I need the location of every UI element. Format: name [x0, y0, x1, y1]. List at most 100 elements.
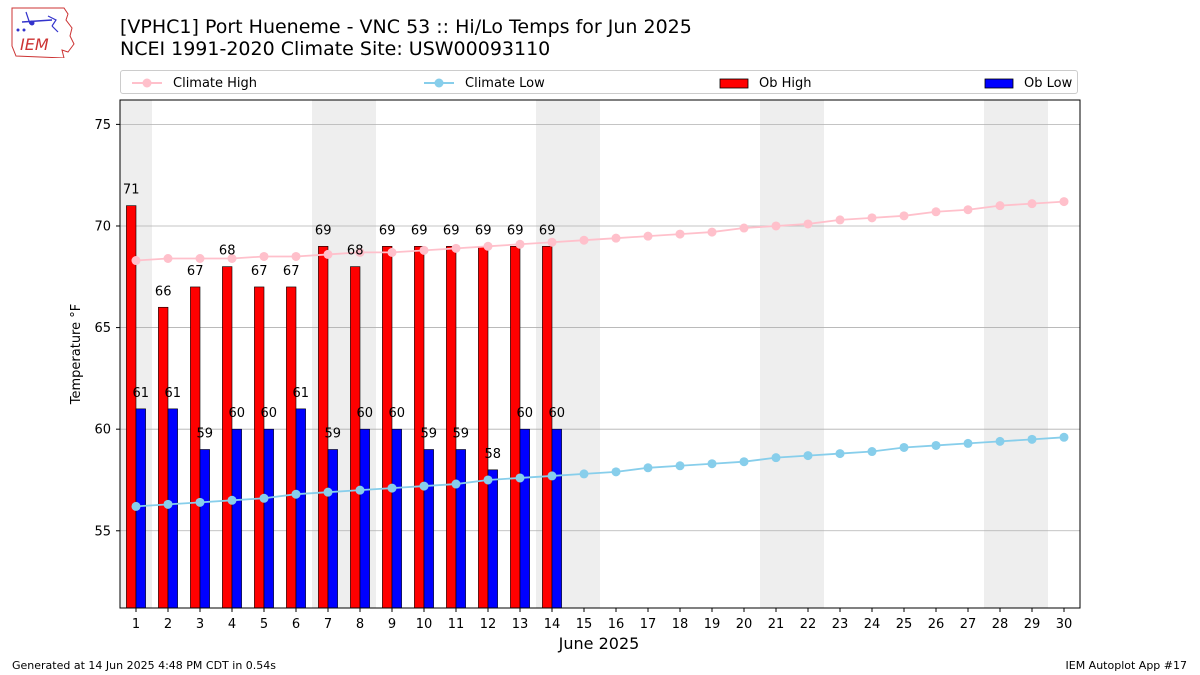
ob-high-bar-9 — [382, 246, 393, 609]
x-tick-label-18: 18 — [672, 617, 689, 632]
climate-low-point-9 — [387, 483, 397, 493]
ob-low-label-13: 60 — [517, 406, 534, 421]
ob-high-bar-5 — [254, 286, 265, 609]
legend-ob-low: Ob Low — [984, 74, 1072, 92]
x-tick-label-5: 5 — [260, 617, 268, 632]
ob-low-label-9: 60 — [389, 406, 406, 421]
climate-high-point-17 — [643, 231, 653, 241]
ob-high-label-13: 69 — [507, 223, 524, 238]
ob-high-bar-13 — [510, 246, 521, 609]
climate-low-point-30 — [1059, 432, 1069, 442]
chart-legend: Climate High Climate Low Ob High Ob Low — [120, 70, 1078, 94]
climate-low-point-8 — [355, 485, 365, 495]
weekend-shade-28 — [984, 100, 1016, 608]
ob-high-bar-3 — [190, 286, 201, 609]
ob-low-bar-9 — [391, 428, 402, 609]
climate-low-point-12 — [483, 475, 493, 485]
climate-high-point-24 — [867, 213, 877, 223]
climate-low-point-15 — [579, 469, 589, 479]
x-tick-label-9: 9 — [388, 617, 396, 632]
climate-low-point-4 — [227, 495, 237, 505]
ob-high-label-3: 67 — [187, 264, 204, 279]
climate-high-point-2 — [163, 253, 173, 263]
climate-high-point-11 — [451, 243, 461, 253]
climate-low-point-14 — [547, 471, 557, 481]
climate-high-point-26 — [931, 207, 941, 217]
climate-low-point-7 — [323, 487, 333, 497]
climate-low-point-22 — [803, 451, 813, 461]
ob-high-bar-6 — [286, 286, 297, 609]
y-tick-label-60: 60 — [94, 423, 111, 438]
x-tick-label-27: 27 — [960, 617, 977, 632]
ob-high-bar-4 — [222, 266, 233, 609]
ob-low-bar-4 — [231, 428, 242, 609]
x-tick-label-14: 14 — [544, 617, 561, 632]
climate-low-point-18 — [675, 461, 685, 471]
legend-ob-high: Ob High — [719, 74, 812, 92]
climate-high-point-5 — [259, 251, 269, 261]
ob-low-bar-14 — [551, 428, 562, 609]
climate-high-point-29 — [1027, 199, 1037, 209]
x-axis-label: June 2025 — [558, 634, 640, 653]
climate-high-point-4 — [227, 253, 237, 263]
x-tick-label-10: 10 — [416, 617, 433, 632]
climate-low-point-17 — [643, 463, 653, 473]
chart-title: [VPHC1] Port Hueneme - VNC 53 :: Hi/Lo T… — [120, 16, 692, 60]
y-tick-label-55: 55 — [94, 524, 111, 539]
climate-high-point-10 — [419, 245, 429, 255]
climate-high-point-23 — [835, 215, 845, 225]
y-axis-label: Temperature °F — [69, 304, 84, 405]
x-tick-label-24: 24 — [864, 617, 881, 632]
legend-climate-low-marker — [424, 78, 454, 88]
climate-low-point-27 — [963, 438, 973, 448]
x-tick-label-26: 26 — [928, 617, 945, 632]
climate-high-point-30 — [1059, 197, 1069, 207]
weekend-shade-22 — [792, 100, 824, 608]
y-tick-label-75: 75 — [94, 118, 111, 133]
ob-high-label-7: 69 — [315, 223, 332, 238]
ob-low-label-2: 61 — [165, 386, 182, 401]
climate-high-point-6 — [291, 251, 301, 261]
climate-low-point-2 — [163, 499, 173, 509]
footer-app: IEM Autoplot App #17 — [1065, 659, 1188, 672]
ob-low-label-5: 60 — [261, 406, 278, 421]
footer-generated: Generated at 14 Jun 2025 4:48 PM CDT in … — [12, 659, 277, 672]
ob-low-bar-3 — [199, 449, 210, 609]
climate-high-point-16 — [611, 233, 621, 243]
x-tick-label-7: 7 — [324, 617, 332, 632]
climate-low-point-24 — [867, 447, 877, 457]
ob-high-bar-8 — [350, 266, 361, 609]
ob-high-label-4: 68 — [219, 244, 236, 259]
climate-low-point-16 — [611, 467, 621, 477]
ob-low-bar-7 — [327, 449, 338, 609]
ob-high-label-6: 67 — [283, 264, 300, 279]
ob-low-label-4: 60 — [229, 406, 246, 421]
x-tick-label-25: 25 — [896, 617, 913, 632]
ob-high-label-5: 67 — [251, 264, 268, 279]
climate-low-point-21 — [771, 453, 781, 463]
ob-low-bar-8 — [359, 428, 370, 609]
x-tick-label-2: 2 — [164, 617, 172, 632]
x-tick-label-3: 3 — [196, 617, 204, 632]
ob-high-label-10: 69 — [411, 223, 428, 238]
climate-high-point-7 — [323, 249, 333, 259]
x-tick-label-28: 28 — [992, 617, 1009, 632]
ob-high-label-9: 69 — [379, 223, 396, 238]
title-line-2: NCEI 1991-2020 Climate Site: USW00093110 — [120, 38, 551, 60]
y-tick-label-70: 70 — [94, 219, 111, 234]
x-tick-label-17: 17 — [640, 617, 657, 632]
legend-ob-low-label: Ob Low — [1024, 75, 1073, 91]
climate-high-point-22 — [803, 219, 813, 229]
x-tick-label-11: 11 — [448, 617, 465, 632]
ob-high-bar-14 — [542, 246, 553, 609]
climate-low-point-3 — [195, 497, 205, 507]
legend-climate-low: Climate Low — [423, 74, 545, 92]
climate-high-line — [135, 200, 1065, 262]
ob-high-bar-12 — [478, 246, 489, 609]
x-tick-label-12: 12 — [480, 617, 497, 632]
climate-low-point-6 — [291, 489, 301, 499]
ob-low-bar-5 — [263, 428, 274, 609]
climate-low-point-13 — [515, 473, 525, 483]
climate-high-point-9 — [387, 247, 397, 257]
ob-low-label-10: 59 — [421, 427, 438, 442]
